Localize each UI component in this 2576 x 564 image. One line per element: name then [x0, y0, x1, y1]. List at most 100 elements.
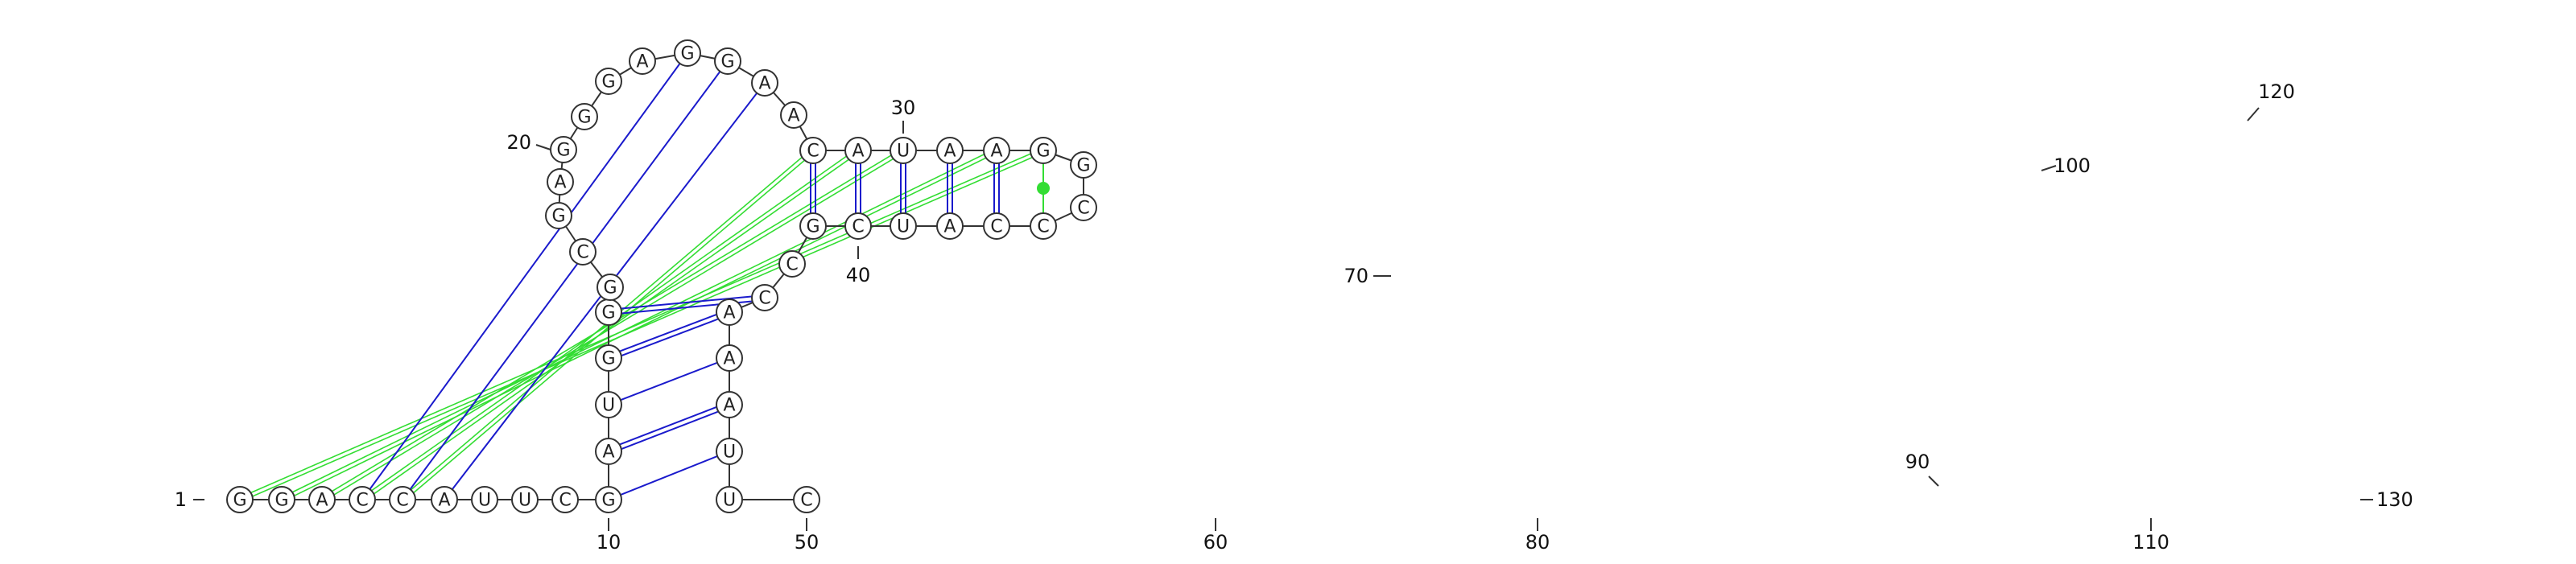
- base-pair-line: [621, 410, 719, 450]
- svg-text:G: G: [601, 491, 615, 511]
- nucleotide-46: U: [716, 438, 743, 465]
- nucleotide-34: C: [1070, 194, 1097, 221]
- nucleotide-42: C: [751, 284, 778, 311]
- nucleotide-47: U: [716, 486, 743, 513]
- svg-text:C: C: [807, 142, 819, 162]
- nucleotide-21: G: [595, 68, 622, 95]
- nucleotide-6: A: [431, 486, 458, 513]
- nucleotide-7: U: [471, 486, 498, 513]
- svg-text:A: A: [758, 74, 770, 94]
- nucleotide-8: U: [511, 486, 539, 513]
- base-pairs: [619, 163, 1050, 496]
- label-100-tick: [2041, 165, 2057, 171]
- svg-text:A: A: [554, 173, 566, 193]
- interaction-line-green: [238, 147, 1043, 499]
- position-labels: 1 10 20 30 40 50 60 70 80 90 100 110 120…: [175, 80, 2413, 554]
- svg-text:G: G: [806, 217, 819, 237]
- nucleotide-17: G: [545, 202, 572, 229]
- svg-text:C: C: [356, 491, 368, 511]
- svg-text:G: G: [603, 278, 617, 298]
- interaction-lines: [238, 52, 1045, 503]
- svg-text:A: A: [636, 52, 648, 72]
- nucleotide-9: C: [551, 486, 579, 513]
- interaction-line-blue: [402, 60, 729, 500]
- svg-text:C: C: [786, 255, 798, 275]
- label-80: 80: [1525, 531, 1550, 554]
- svg-text:G: G: [556, 141, 570, 161]
- svg-text:C: C: [576, 243, 588, 263]
- svg-text:U: U: [478, 491, 491, 511]
- base-pair-line: [619, 406, 717, 446]
- nucleotide-14: G: [595, 298, 622, 326]
- nucleotide-12: U: [595, 391, 622, 418]
- base-pair-line: [620, 361, 718, 401]
- svg-text:G: G: [720, 52, 734, 72]
- svg-text:C: C: [758, 289, 770, 309]
- svg-text:C: C: [990, 217, 1002, 237]
- label-100: 100: [2054, 154, 2091, 177]
- nucleotide-30: A: [936, 137, 964, 164]
- svg-text:G: G: [601, 303, 615, 323]
- nucleotide-35: C: [1030, 212, 1057, 240]
- nucleotide-18: A: [547, 168, 574, 196]
- nucleotide-13: G: [595, 344, 622, 372]
- svg-text:A: A: [943, 217, 956, 237]
- base-pair-line: [619, 313, 717, 352]
- svg-text:U: U: [897, 217, 910, 237]
- nucleotide-5: C: [389, 486, 416, 513]
- svg-text:G: G: [275, 491, 288, 511]
- nucleotide-39: C: [844, 212, 872, 240]
- nucleotide-36: C: [983, 212, 1010, 240]
- svg-text:A: A: [723, 303, 735, 323]
- interaction-line-green: [322, 151, 905, 502]
- svg-text:G: G: [601, 349, 615, 369]
- label-120-tick: [2247, 107, 2260, 121]
- nucleotide-48: C: [793, 486, 820, 513]
- nucleotide-44: A: [716, 344, 743, 372]
- svg-text:U: U: [723, 443, 736, 463]
- nucleotide-43: A: [716, 298, 743, 326]
- nucleotide-3: A: [308, 486, 336, 513]
- svg-text:A: A: [943, 142, 956, 162]
- label-50: 50: [795, 531, 819, 554]
- svg-text:G: G: [1036, 142, 1050, 162]
- svg-text:A: A: [438, 491, 450, 511]
- nucleotide-23: G: [674, 39, 701, 67]
- svg-text:U: U: [723, 491, 736, 511]
- svg-text:G: G: [551, 207, 565, 227]
- svg-text:U: U: [518, 491, 531, 511]
- nucleotide-31: A: [983, 137, 1010, 164]
- label-1: 1: [175, 488, 187, 511]
- base-pair-line: [621, 318, 719, 357]
- svg-text:C: C: [1077, 199, 1089, 219]
- nucleotide-22: A: [629, 47, 656, 75]
- interaction-line-blue: [361, 52, 688, 500]
- svg-text:G: G: [1076, 156, 1090, 176]
- noncanonical-pair-marker: [1037, 182, 1050, 195]
- nucleotide-40: G: [799, 212, 827, 240]
- svg-text:U: U: [602, 396, 615, 416]
- svg-text:C: C: [559, 491, 571, 511]
- label-20: 20: [506, 131, 531, 154]
- nucleotide-4: C: [349, 486, 376, 513]
- svg-text:C: C: [852, 217, 864, 237]
- svg-text:A: A: [990, 142, 1002, 162]
- nucleotide-1: G: [226, 486, 254, 513]
- label-90: 90: [1905, 451, 1930, 473]
- nucleotide-16: C: [569, 238, 597, 266]
- svg-text:G: G: [233, 491, 246, 511]
- interaction-line-green: [282, 151, 998, 502]
- label-70: 70: [1344, 265, 1368, 287]
- base-pair-line: [621, 295, 752, 310]
- svg-text:A: A: [316, 491, 328, 511]
- nucleotide-28: A: [844, 137, 872, 164]
- nucleotide-20: G: [571, 103, 598, 130]
- interaction-line-green: [362, 151, 860, 502]
- nucleotide-41: C: [778, 250, 806, 278]
- label-30: 30: [891, 97, 916, 119]
- nucleotide-10: G: [595, 486, 622, 513]
- label-90-tick: [1928, 475, 1939, 487]
- label-120: 120: [2258, 80, 2295, 103]
